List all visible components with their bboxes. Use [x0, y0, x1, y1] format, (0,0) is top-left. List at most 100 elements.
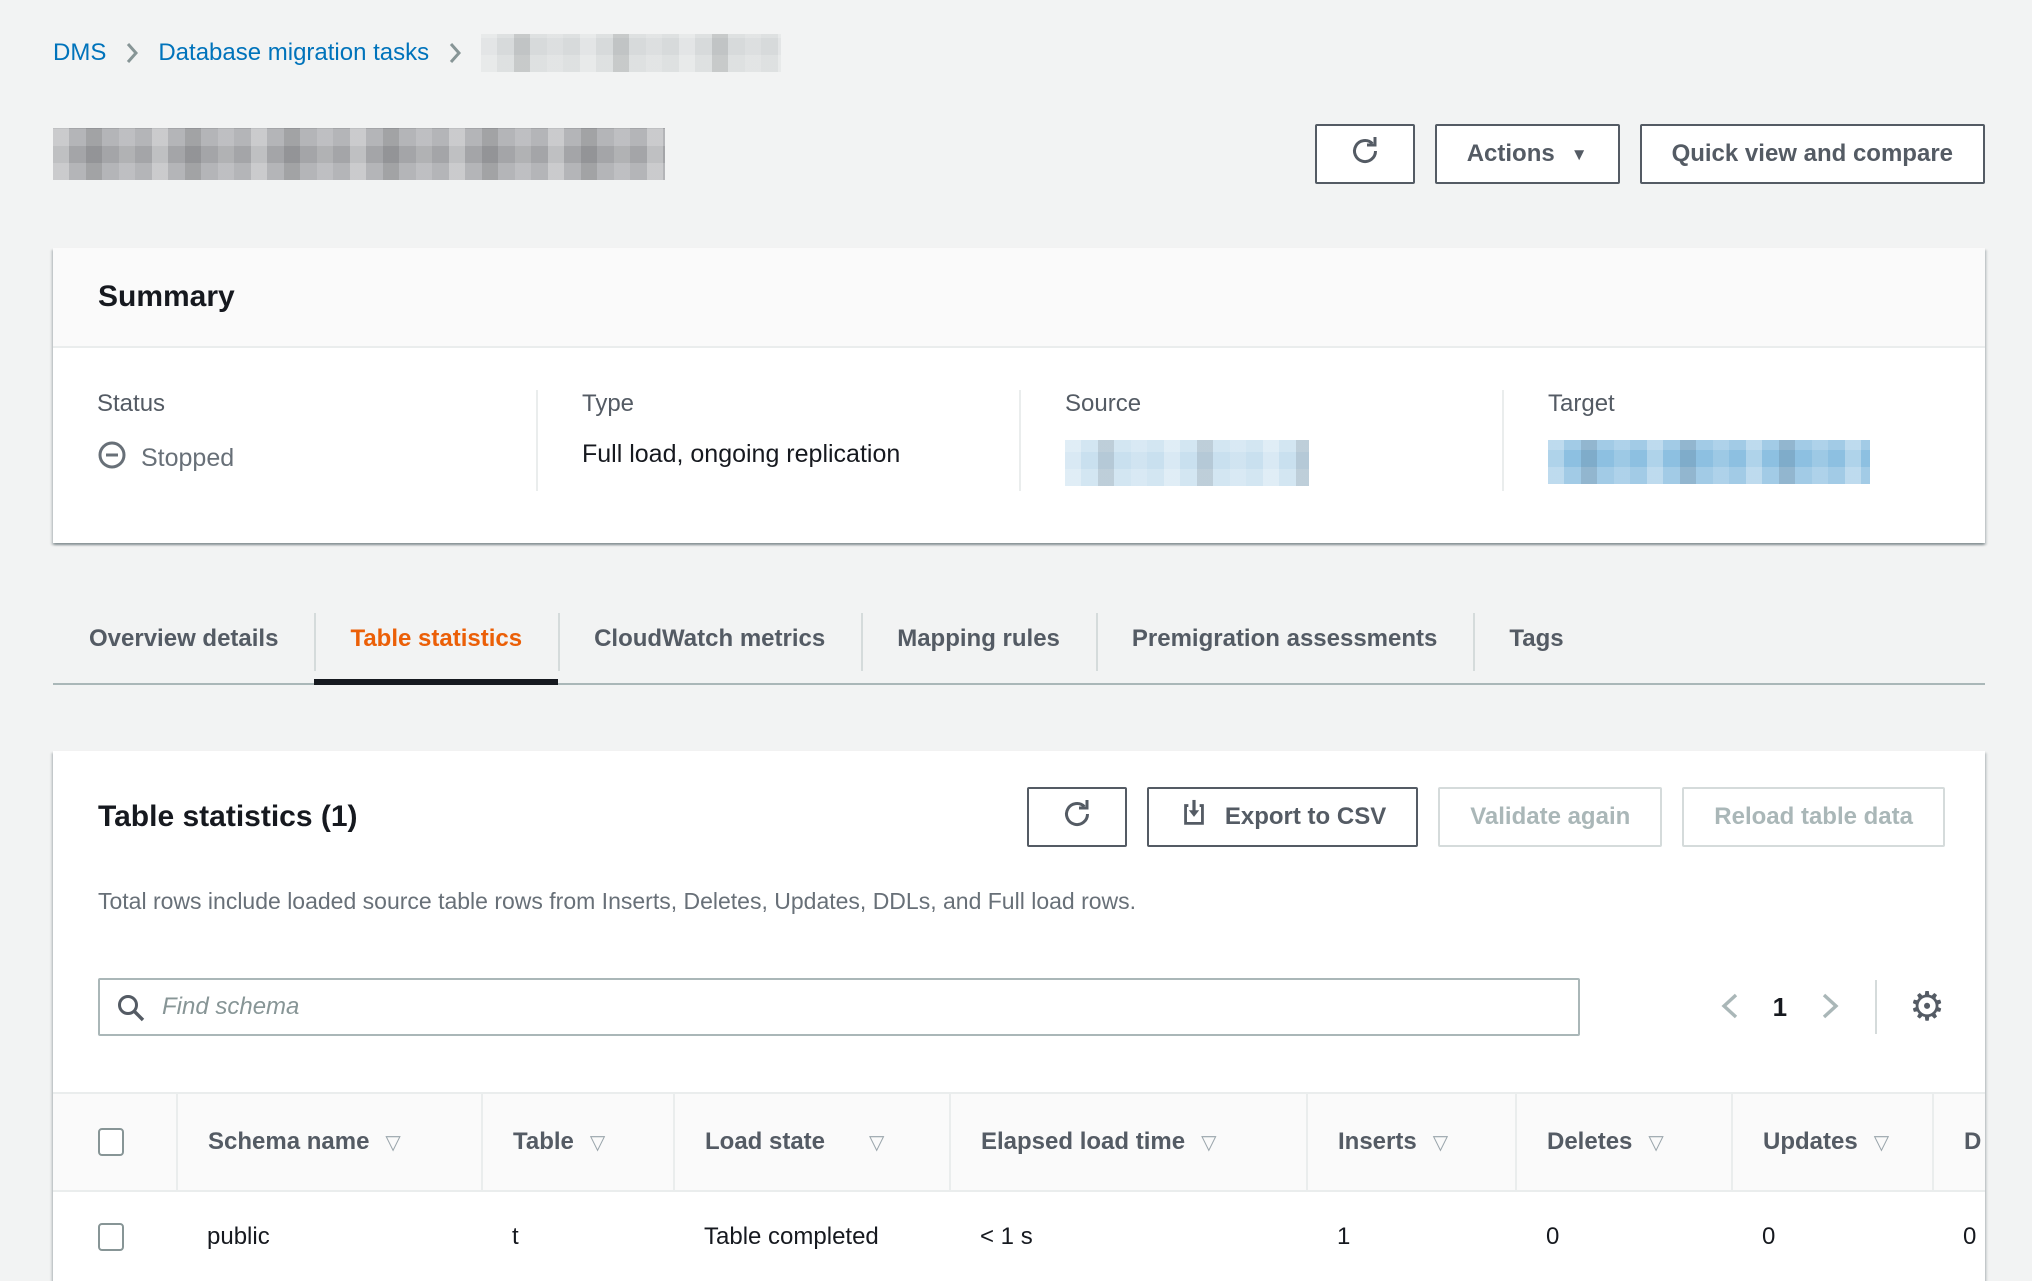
- tab-tags[interactable]: Tags: [1473, 603, 1599, 683]
- find-schema-input[interactable]: [98, 978, 1580, 1036]
- cell-truncated: 0: [1933, 1191, 1985, 1281]
- tab-premigration-assessments[interactable]: Premigration assessments: [1095, 603, 1473, 683]
- header-actions: Actions ▼ Quick view and compare: [1314, 124, 1985, 184]
- gear-icon: ⚙: [1909, 985, 1945, 1029]
- breadcrumb-link-dms[interactable]: DMS: [53, 39, 107, 66]
- table-wrapper: Schema name ▽ Table ▽ Load state ▽ Elapsed …: [53, 1092, 1985, 1281]
- table-statistics-table: Schema name ▽ Table ▽ Load state ▽ Elapsed …: [53, 1092, 1985, 1281]
- pager-divider: [1875, 980, 1878, 1034]
- export-to-csv-label: Export to CSV: [1224, 803, 1387, 830]
- refresh-button[interactable]: [1314, 124, 1415, 184]
- target-value-redacted[interactable]: [1548, 440, 1870, 484]
- reload-table-data-button[interactable]: Reload table data: [1682, 787, 1945, 847]
- column-header-table[interactable]: Table ▽: [481, 1092, 674, 1192]
- previous-page-button[interactable]: [1717, 989, 1743, 1026]
- actions-button[interactable]: Actions ▼: [1434, 124, 1620, 184]
- breadcrumb: DMS Database migration tasks: [53, 0, 1985, 72]
- page-title-redacted: [53, 128, 665, 180]
- sort-icon[interactable]: ▽: [589, 1132, 606, 1154]
- reload-table-data-label: Reload table data: [1714, 803, 1913, 830]
- search-icon: [116, 993, 146, 1028]
- column-label: Deletes: [1547, 1128, 1633, 1155]
- column-header-updates[interactable]: Updates ▽: [1731, 1092, 1933, 1192]
- tab-mapping-rules[interactable]: Mapping rules: [861, 603, 1096, 683]
- caret-down-icon: ▼: [1570, 144, 1588, 164]
- cell-load-state: Table completed: [674, 1191, 950, 1281]
- status-label: Status: [97, 390, 166, 417]
- cell-deletes: 0: [1516, 1191, 1732, 1281]
- table-row[interactable]: public t Table completed < 1 s 1 0 0 0: [53, 1191, 1985, 1281]
- column-label: D: [1964, 1128, 1982, 1155]
- minus-circle-icon: [97, 440, 127, 477]
- preferences-gear-button[interactable]: ⚙: [1909, 987, 1945, 1027]
- column-label: Table: [513, 1128, 574, 1155]
- table-panel-header: Table statistics (1) Export to CSV Valid…: [53, 787, 1985, 847]
- breadcrumb-link-tasks[interactable]: Database migration tasks: [158, 39, 430, 66]
- summary-field-status: Status Stopped: [53, 390, 536, 491]
- tab-cloudwatch-metrics[interactable]: CloudWatch metrics: [558, 603, 861, 683]
- column-header-schema-name[interactable]: Schema name ▽: [176, 1092, 482, 1192]
- column-header-deletes[interactable]: Deletes ▽: [1515, 1092, 1732, 1192]
- refresh-icon: [1061, 798, 1093, 837]
- quick-view-compare-button[interactable]: Quick view and compare: [1639, 124, 1985, 184]
- source-label: Source: [1065, 390, 1142, 417]
- validate-again-label: Validate again: [1470, 803, 1631, 830]
- table-panel-actions: Export to CSV Validate again Reload tabl…: [1026, 787, 1945, 847]
- summary-card: Summary Status Stopped Type Full load, o…: [53, 248, 1985, 543]
- quick-view-compare-label: Quick view and compare: [1671, 140, 1953, 167]
- summary-field-source: Source: [1019, 390, 1502, 491]
- column-label: Schema name: [208, 1128, 370, 1155]
- column-label: Inserts: [1338, 1128, 1417, 1155]
- chevron-right-icon: [124, 40, 140, 66]
- current-page-number[interactable]: 1: [1772, 991, 1788, 1022]
- column-label: Load state: [705, 1128, 826, 1155]
- table-panel-description: Total rows include loaded source table r…: [98, 888, 1137, 914]
- column-header-elapsed-load-time[interactable]: Elapsed load time ▽: [949, 1092, 1307, 1192]
- sort-icon[interactable]: ▽: [385, 1132, 401, 1154]
- table-statistics-card: Table statistics (1) Export to CSV Valid…: [53, 751, 1985, 1281]
- cell-inserts: 1: [1307, 1191, 1516, 1281]
- cell-elapsed-load-time: < 1 s: [950, 1191, 1307, 1281]
- sort-icon[interactable]: ▽: [869, 1132, 885, 1154]
- summary-title: Summary: [98, 280, 235, 313]
- summary-card-header: Summary: [53, 248, 1985, 348]
- target-label: Target: [1548, 390, 1615, 417]
- table-controls: 1 ⚙: [53, 938, 1985, 1036]
- chevron-right-icon: [447, 40, 463, 66]
- summary-field-target: Target: [1502, 390, 1985, 491]
- sort-icon[interactable]: ▽: [1873, 1132, 1890, 1154]
- column-header-inserts[interactable]: Inserts ▽: [1306, 1092, 1516, 1192]
- export-to-csv-button[interactable]: Export to CSV: [1146, 787, 1419, 847]
- row-checkbox[interactable]: [98, 1222, 124, 1251]
- validate-again-button[interactable]: Validate again: [1438, 787, 1663, 847]
- table-header-row: Schema name ▽ Table ▽ Load state ▽ Elapsed …: [53, 1092, 1985, 1192]
- tab-table-statistics[interactable]: Table statistics: [314, 603, 558, 685]
- status-value: Stopped: [97, 440, 536, 477]
- schema-search: [98, 978, 1580, 1036]
- cell-schema-name: public: [177, 1191, 482, 1281]
- column-label: Elapsed load time: [981, 1128, 1186, 1155]
- chevron-right-icon: [1817, 989, 1843, 1026]
- source-value-redacted[interactable]: [1065, 440, 1309, 486]
- refresh-icon: [1349, 135, 1381, 174]
- next-page-button[interactable]: [1817, 989, 1843, 1026]
- sort-icon[interactable]: ▽: [1201, 1132, 1217, 1154]
- type-value: Full load, ongoing replication: [582, 440, 901, 468]
- download-icon: [1179, 799, 1209, 836]
- tab-bar: Overview details Table statistics CloudW…: [53, 603, 1985, 685]
- tab-overview-details[interactable]: Overview details: [89, 625, 279, 652]
- type-label: Type: [582, 390, 635, 417]
- cell-table: t: [482, 1191, 674, 1281]
- table-refresh-button[interactable]: [1026, 787, 1127, 847]
- cell-updates: 0: [1732, 1191, 1933, 1281]
- column-header-load-state[interactable]: Load state ▽: [673, 1092, 950, 1192]
- column-header-truncated[interactable]: D: [1932, 1092, 1985, 1192]
- actions-button-label: Actions: [1466, 140, 1555, 167]
- status-text: Stopped: [141, 444, 235, 472]
- summary-body: Status Stopped Type Full load, ongoing r…: [53, 348, 1985, 543]
- sort-icon[interactable]: ▽: [1432, 1132, 1449, 1154]
- select-all-checkbox[interactable]: [98, 1128, 124, 1157]
- column-label: Updates: [1763, 1128, 1858, 1155]
- sort-icon[interactable]: ▽: [1648, 1132, 1664, 1154]
- table-panel-title: Table statistics (1): [98, 800, 358, 833]
